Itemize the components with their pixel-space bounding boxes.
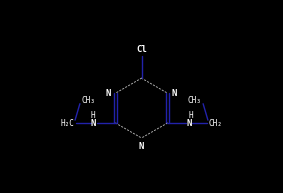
Text: H: H: [188, 111, 193, 119]
Text: N: N: [187, 119, 192, 128]
Text: H₂C: H₂C: [60, 119, 74, 128]
Text: CH₂: CH₂: [209, 119, 223, 128]
Text: N: N: [139, 142, 144, 151]
Text: N: N: [106, 89, 111, 98]
Text: CH₃: CH₃: [82, 96, 96, 105]
Text: Cl: Cl: [136, 45, 147, 54]
Text: N: N: [91, 119, 96, 128]
Text: CH₃: CH₃: [187, 96, 201, 105]
Text: N: N: [172, 89, 177, 98]
Text: H: H: [90, 111, 95, 119]
